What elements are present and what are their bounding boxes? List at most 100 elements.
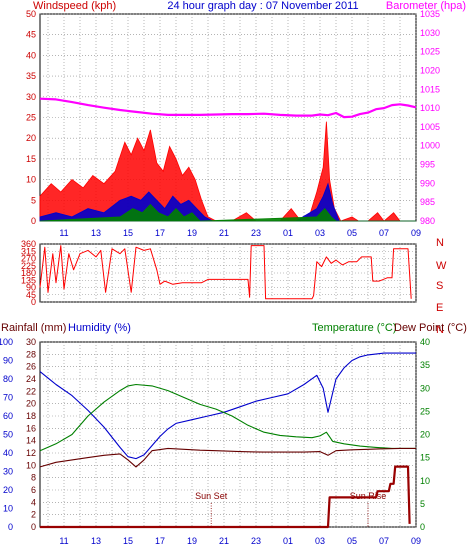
series-humidity	[39, 352, 416, 460]
rainfall-tick-label: 20	[26, 399, 36, 409]
series-windspeed-gust	[39, 121, 416, 222]
time-tick-label: 05	[347, 536, 357, 546]
time-tick-label: 07	[379, 536, 389, 546]
windspeed-tick-label: 10	[26, 175, 36, 185]
page-header: 24 hour graph day : 07 November 2011 Win…	[33, 0, 466, 12]
windspeed-tick-label: 40	[26, 50, 36, 60]
windspeed-tick-label: 5	[31, 195, 36, 205]
temperature-tick-label: 35	[420, 360, 430, 370]
rainfall-axis-title: Rainfall (mm)	[1, 322, 66, 334]
humidity-axis-title: Humidity (%)	[68, 322, 131, 334]
direction-tick-label: 315	[21, 246, 36, 256]
windspeed-tick-label: 35	[26, 71, 36, 81]
compass-label: S	[436, 280, 443, 292]
direction-grid	[40, 243, 417, 303]
time-tick-label: 15	[123, 536, 133, 546]
humidity-tick-label: 100	[0, 337, 13, 347]
series-barometer	[39, 97, 417, 119]
rainfall-tick-label: 4	[31, 497, 36, 507]
barometer-tick-label: 1030	[420, 28, 440, 38]
sunset-label: Sun Set	[195, 491, 228, 501]
chart-title: 24 hour graph day : 07 November 2011	[167, 0, 358, 12]
rainfall-tick-label: 28	[26, 349, 36, 359]
rainfall-tick-label: 12	[26, 448, 36, 458]
windspeed-tick-label: 0	[31, 216, 36, 226]
wind-series-group	[39, 97, 417, 222]
windspeed-tick-label: 50	[26, 9, 36, 19]
barometer-tick-label: 980	[420, 216, 435, 226]
compass-label: W	[436, 260, 447, 272]
time-tick-label: 23	[251, 228, 261, 238]
series-wind-direction	[39, 245, 412, 300]
direction-tick-label: 180	[21, 268, 36, 278]
sun-annotations: Sun Set Sun Rise	[195, 491, 386, 527]
humidity-tick-label: 40	[3, 448, 13, 458]
rainfall-tick-label: 8	[31, 473, 36, 483]
direction-tick-label: 135	[21, 275, 36, 285]
windspeed-tick-label: 15	[26, 154, 36, 164]
time-tick-label: 15	[123, 228, 133, 238]
rainfall-tick-label: 14	[26, 436, 36, 446]
time-tick-label: 13	[91, 228, 101, 238]
barometer-axis-title: Barometer (hpa)	[386, 0, 466, 12]
windspeed-tick-labels: 0 5 10 15 20 25 30 35 40 45 50	[26, 9, 36, 226]
time-tick-label: 03	[315, 228, 325, 238]
compass-label: N	[436, 324, 444, 336]
rainfall-tick-label: 30	[26, 337, 36, 347]
time-tick-label: 03	[315, 536, 325, 546]
direction-tick-label: 0	[31, 297, 36, 307]
temperature-tick-label: 5	[420, 499, 425, 509]
humidity-tick-label: 0	[8, 522, 13, 532]
time-tick-label: 17	[155, 536, 165, 546]
time-tick-label: 09	[411, 536, 421, 546]
time-tick-label: 07	[379, 228, 389, 238]
barometer-tick-label: 1020	[420, 65, 440, 75]
rainfall-tick-label: 24	[26, 374, 36, 384]
humidity-tick-label: 80	[3, 374, 13, 384]
direction-tick-label: 270	[21, 254, 36, 264]
windspeed-axis-title: Windspeed (kph)	[33, 0, 116, 12]
humidity-tick-labels: 0 10 20 30 40 50 60 70 80 90 100	[0, 337, 13, 532]
series-rainfall	[40, 465, 411, 529]
time-tick-label: 01	[283, 536, 293, 546]
series-dew-point	[39, 447, 416, 468]
humidity-tick-label: 10	[3, 504, 13, 514]
humidity-tick-label: 70	[3, 393, 13, 403]
windspeed-tick-label: 45	[26, 30, 36, 40]
direction-tick-label: 225	[21, 261, 36, 271]
temperature-axis-title: Temperature (°C)	[312, 322, 396, 334]
wind-time-tick-labels: 11 13 15 17 19 21 23 01 03 05 07 09	[59, 228, 421, 238]
barometer-tick-label: 990	[420, 178, 435, 188]
sunrise-label: Sun Rise	[350, 491, 387, 501]
barometer-tick-label: 1005	[420, 122, 440, 132]
time-tick-label: 21	[219, 536, 229, 546]
time-tick-label: 19	[187, 228, 197, 238]
temperature-tick-label: 30	[420, 383, 430, 393]
time-tick-label: 13	[91, 536, 101, 546]
climate-time-tick-labels: 11 13 15 17 19 21 23 01 03 05 07 09	[59, 536, 421, 546]
temperature-tick-label: 20	[420, 430, 430, 440]
temperature-tick-label: 10	[420, 476, 430, 486]
humidity-tick-label: 50	[3, 430, 13, 440]
humidity-tick-label: 30	[3, 467, 13, 477]
windspeed-tick-label: 25	[26, 113, 36, 123]
temperature-tick-label: 40	[420, 337, 430, 347]
humidity-tick-label: 90	[3, 356, 13, 366]
climate-plot-frame	[39, 341, 417, 528]
rainfall-tick-label: 16	[26, 423, 36, 433]
time-tick-label: 21	[219, 228, 229, 238]
direction-tick-label: 45	[26, 290, 36, 300]
rainfall-tick-label: 10	[26, 460, 36, 470]
rainfall-tick-label: 22	[26, 386, 36, 396]
time-tick-label: 01	[283, 228, 293, 238]
temperature-tick-label: 15	[420, 453, 430, 463]
climate-grid	[40, 341, 417, 528]
barometer-tick-label: 1010	[420, 103, 440, 113]
panel-climate-header: Rainfall (mm) Humidity (%) Temperature (…	[1, 322, 467, 334]
humidity-tick-label: 20	[3, 485, 13, 495]
windspeed-tick-label: 20	[26, 133, 36, 143]
